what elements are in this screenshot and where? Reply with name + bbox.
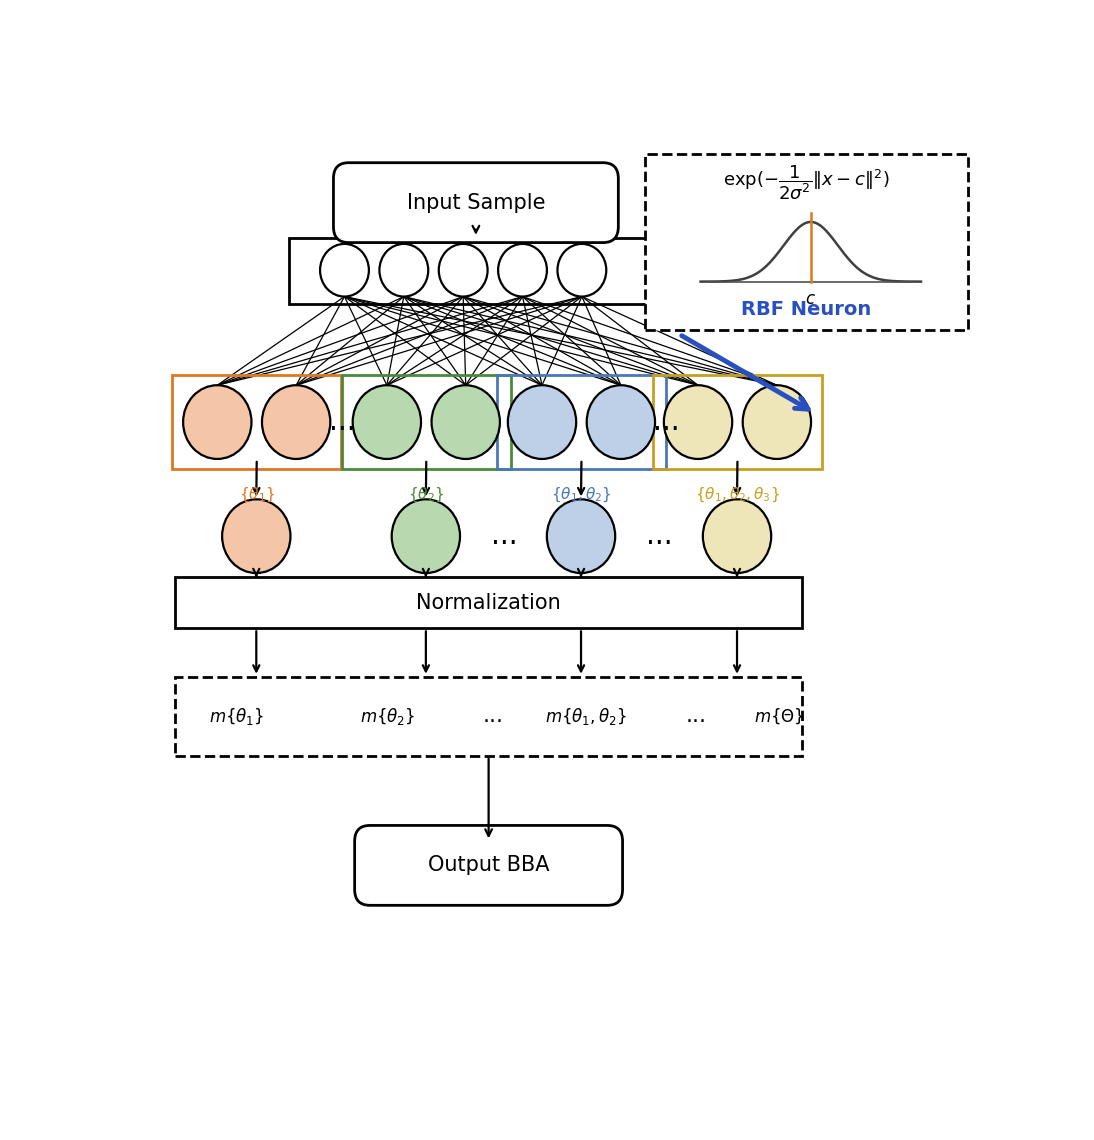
Text: $\{\theta_1\}$: $\{\theta_1\}$ bbox=[238, 486, 275, 504]
Ellipse shape bbox=[183, 385, 252, 459]
Text: RBF Neuron: RBF Neuron bbox=[742, 300, 872, 319]
Ellipse shape bbox=[380, 244, 428, 296]
Text: $m\{\theta_2\}$: $m\{\theta_2\}$ bbox=[360, 706, 416, 726]
Text: Normalization: Normalization bbox=[416, 593, 561, 613]
Bar bbox=[497, 375, 666, 470]
Ellipse shape bbox=[547, 499, 615, 573]
FancyBboxPatch shape bbox=[334, 163, 618, 243]
Ellipse shape bbox=[392, 499, 461, 573]
Ellipse shape bbox=[498, 244, 547, 296]
Bar bbox=[172, 375, 341, 470]
Bar bbox=[289, 238, 663, 303]
Ellipse shape bbox=[352, 385, 421, 459]
Bar bbox=[645, 154, 968, 329]
Ellipse shape bbox=[664, 385, 732, 459]
Text: $\{\theta_2\}$: $\{\theta_2\}$ bbox=[408, 486, 444, 504]
Text: Output BBA: Output BBA bbox=[428, 855, 549, 876]
Text: $m\{\Theta\}$: $m\{\Theta\}$ bbox=[754, 707, 804, 726]
Text: $\mathrm{exp}(-\dfrac{1}{2\sigma^2}\|x - c\|^2)$: $\mathrm{exp}(-\dfrac{1}{2\sigma^2}\|x -… bbox=[723, 163, 889, 202]
Text: ...: ... bbox=[653, 408, 680, 437]
Bar bbox=[653, 375, 822, 470]
Ellipse shape bbox=[321, 244, 369, 296]
Text: ...: ... bbox=[490, 522, 517, 551]
Ellipse shape bbox=[743, 385, 811, 459]
FancyBboxPatch shape bbox=[354, 825, 622, 905]
Ellipse shape bbox=[702, 499, 771, 573]
Ellipse shape bbox=[222, 499, 291, 573]
Text: $m\{\theta_1, \theta_2\}$: $m\{\theta_1, \theta_2\}$ bbox=[545, 706, 627, 726]
Bar bbox=[175, 578, 802, 628]
Bar bbox=[175, 677, 802, 756]
Ellipse shape bbox=[439, 244, 488, 296]
Text: $m\{\theta_1\}$: $m\{\theta_1\}$ bbox=[209, 706, 265, 726]
Text: ...: ... bbox=[686, 706, 707, 726]
Ellipse shape bbox=[261, 385, 330, 459]
Text: ...: ... bbox=[329, 408, 356, 437]
Bar bbox=[341, 375, 511, 470]
Text: $\{\theta_1, \theta_2, \theta_3\}$: $\{\theta_1, \theta_2, \theta_3\}$ bbox=[695, 486, 780, 504]
Text: $c$: $c$ bbox=[805, 291, 816, 309]
Ellipse shape bbox=[558, 244, 606, 296]
Ellipse shape bbox=[586, 385, 655, 459]
Ellipse shape bbox=[508, 385, 577, 459]
Text: ...: ... bbox=[482, 706, 503, 726]
Text: Input Sample: Input Sample bbox=[407, 193, 545, 213]
Ellipse shape bbox=[431, 385, 500, 459]
Text: $\{\theta_1, \theta_2\}$: $\{\theta_1, \theta_2\}$ bbox=[551, 486, 612, 504]
Text: ...: ... bbox=[645, 522, 673, 551]
